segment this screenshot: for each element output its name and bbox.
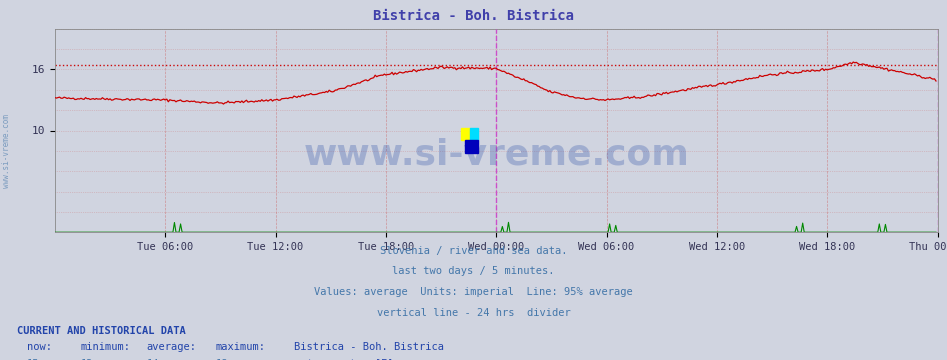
- Text: temperature[F]: temperature[F]: [307, 359, 394, 360]
- Text: Bistrica - Boh. Bistrica: Bistrica - Boh. Bistrica: [373, 9, 574, 23]
- Text: vertical line - 24 hrs  divider: vertical line - 24 hrs divider: [377, 308, 570, 318]
- Text: www.si-vreme.com: www.si-vreme.com: [2, 114, 11, 188]
- Text: maximum:: maximum:: [216, 342, 266, 352]
- Text: Bistrica - Boh. Bistrica: Bistrica - Boh. Bistrica: [294, 342, 443, 352]
- Text: 18: 18: [216, 359, 228, 360]
- Text: CURRENT AND HISTORICAL DATA: CURRENT AND HISTORICAL DATA: [17, 326, 186, 336]
- Text: Slovenia / river and sea data.: Slovenia / river and sea data.: [380, 246, 567, 256]
- Bar: [461, 128, 470, 140]
- Bar: [470, 128, 478, 140]
- Bar: [466, 140, 478, 153]
- Text: 15: 15: [27, 359, 39, 360]
- Text: 14: 14: [147, 359, 159, 360]
- Text: last two days / 5 minutes.: last two days / 5 minutes.: [392, 266, 555, 276]
- Text: average:: average:: [147, 342, 197, 352]
- Text: www.si-vreme.com: www.si-vreme.com: [303, 138, 689, 172]
- Text: now:: now:: [27, 342, 51, 352]
- Text: 12: 12: [80, 359, 93, 360]
- Text: Values: average  Units: imperial  Line: 95% average: Values: average Units: imperial Line: 95…: [314, 287, 633, 297]
- Text: minimum:: minimum:: [80, 342, 131, 352]
